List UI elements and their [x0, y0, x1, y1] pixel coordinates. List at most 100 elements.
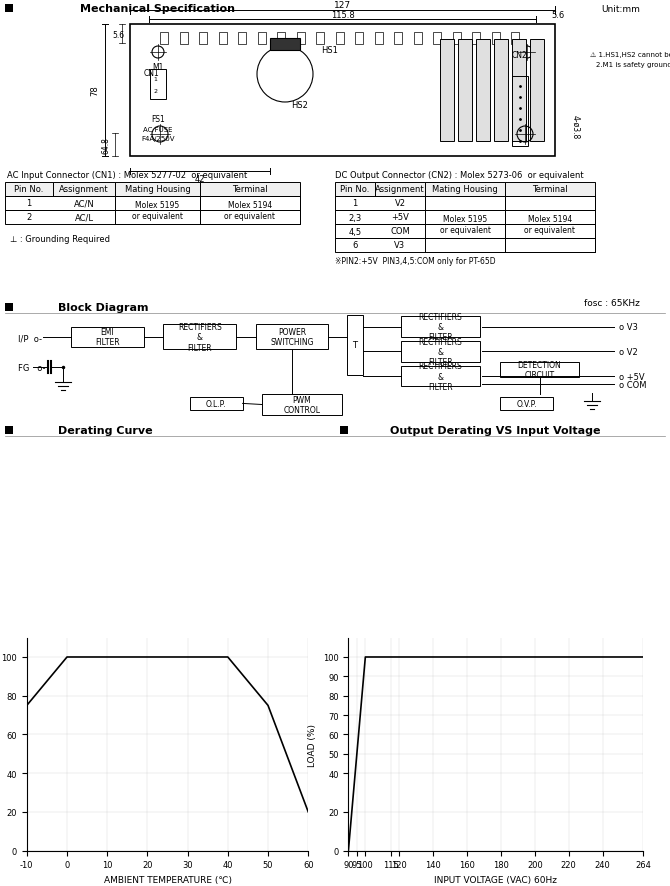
Bar [401, 367, 480, 387]
Bar [5, 304, 13, 312]
Bar [505, 197, 595, 253]
Bar [476, 40, 490, 142]
Bar [335, 238, 595, 253]
Text: 64.8: 64.8 [101, 137, 111, 154]
Text: o V2: o V2 [619, 347, 638, 356]
Bar [530, 40, 544, 142]
Y-axis label: LOAD (%): LOAD (%) [308, 723, 318, 766]
Text: O.L.P.: O.L.P. [206, 400, 226, 408]
Bar [512, 40, 526, 142]
Bar [5, 5, 13, 13]
Text: V3: V3 [395, 241, 405, 250]
Text: 78: 78 [90, 86, 100, 97]
Text: Mechanical Specification: Mechanical Specification [80, 4, 235, 14]
Text: RECTIFIERS
&
FILTER: RECTIFIERS & FILTER [419, 362, 462, 392]
Text: 2: 2 [26, 214, 31, 222]
Text: RECTIFIERS
&
FILTER: RECTIFIERS & FILTER [419, 338, 462, 367]
Text: Molex 5194
or equivalent: Molex 5194 or equivalent [224, 201, 275, 221]
Bar [511, 33, 519, 45]
Text: 42: 42 [195, 175, 205, 183]
Bar [500, 362, 579, 378]
Text: ⊥ : Grounding Required: ⊥ : Grounding Required [10, 234, 110, 244]
Text: 2.M1 is safety ground: 2.M1 is safety ground [596, 62, 670, 68]
Bar [413, 33, 421, 45]
Text: fosc : 65KHz: fosc : 65KHz [584, 299, 640, 308]
Text: 6: 6 [352, 241, 358, 250]
Bar [335, 211, 595, 225]
Bar [256, 325, 328, 350]
Bar [160, 33, 168, 45]
Text: 2,3: 2,3 [348, 214, 362, 222]
Text: 1: 1 [153, 76, 157, 82]
Text: Terminal: Terminal [232, 185, 268, 194]
Bar [401, 342, 480, 362]
Text: 1: 1 [26, 199, 31, 208]
Text: Pin No.: Pin No. [340, 185, 370, 194]
Bar [472, 33, 480, 45]
Bar [425, 197, 505, 253]
Text: DC Output Connector (CN2) : Molex 5273-06  or equivalent: DC Output Connector (CN2) : Molex 5273-0… [335, 170, 584, 179]
Text: Terminal: Terminal [532, 185, 567, 194]
Bar [71, 327, 143, 347]
Bar [270, 39, 300, 51]
Bar [115, 183, 200, 197]
Text: o V3: o V3 [619, 323, 638, 331]
Bar [5, 211, 300, 225]
Text: 115.8: 115.8 [330, 11, 354, 19]
Text: 127: 127 [334, 1, 351, 10]
Bar [347, 315, 362, 375]
Bar [277, 33, 285, 45]
Bar [375, 33, 383, 45]
Text: AC Input Connector (CN1) : Molex 5277-02  or equivalent: AC Input Connector (CN1) : Molex 5277-02… [7, 170, 247, 179]
Text: Molex 5194
or equivalent: Molex 5194 or equivalent [525, 215, 576, 235]
Bar [452, 33, 460, 45]
Bar [505, 183, 595, 197]
Bar [297, 33, 304, 45]
Bar [401, 317, 480, 338]
Text: 4-ø3.8: 4-ø3.8 [570, 115, 580, 139]
Text: M1: M1 [152, 62, 163, 72]
Text: Molex 5195
or equivalent: Molex 5195 or equivalent [440, 215, 490, 235]
Text: V2: V2 [395, 199, 405, 208]
Text: 2: 2 [153, 89, 157, 93]
X-axis label: INPUT VOLTAGE (VAC) 60Hz: INPUT VOLTAGE (VAC) 60Hz [434, 874, 557, 884]
Bar [512, 77, 528, 147]
Bar [218, 33, 226, 45]
Text: o COM: o COM [619, 380, 647, 389]
Bar [5, 183, 53, 197]
Text: Mating Housing: Mating Housing [125, 185, 190, 194]
Bar [433, 33, 441, 45]
Bar [163, 325, 236, 350]
Text: O.V.P.: O.V.P. [516, 400, 537, 408]
Text: Pin No.: Pin No. [14, 185, 44, 194]
Bar [5, 197, 300, 211]
Bar [425, 183, 505, 197]
Bar [375, 183, 425, 197]
Text: ※PIN2:+5V  PIN3,4,5:COM only for PT-65D: ※PIN2:+5V PIN3,4,5:COM only for PT-65D [335, 256, 496, 265]
Text: Unit:mm: Unit:mm [601, 4, 640, 13]
Bar [263, 395, 342, 416]
Bar [150, 70, 166, 100]
Bar [335, 225, 595, 238]
Text: DETECTION
CIRCUIT: DETECTION CIRCUIT [518, 361, 561, 380]
Bar [200, 197, 300, 225]
Text: F4A/250V: F4A/250V [141, 136, 175, 142]
Text: Assignment: Assignment [59, 185, 109, 194]
Text: AC FUSE: AC FUSE [143, 127, 173, 133]
Text: Molex 5195
or equivalent: Molex 5195 or equivalent [132, 201, 183, 221]
Text: 5.6: 5.6 [551, 11, 565, 19]
Text: +5V: +5V [391, 214, 409, 222]
Text: POWER
SWITCHING: POWER SWITCHING [271, 328, 314, 347]
Bar [394, 33, 402, 45]
Text: Output Derating VS Input Voltage: Output Derating VS Input Voltage [390, 425, 600, 436]
Bar [494, 40, 508, 142]
Bar [458, 40, 472, 142]
Text: 1: 1 [352, 199, 358, 208]
Text: FG   o-: FG o- [18, 363, 46, 372]
Text: 4,5: 4,5 [348, 227, 362, 237]
Bar [115, 197, 200, 225]
Text: EMI
FILTER: EMI FILTER [95, 328, 120, 347]
X-axis label: AMBIENT TEMPERATURE (℃): AMBIENT TEMPERATURE (℃) [103, 874, 232, 884]
Text: Derating Curve: Derating Curve [58, 425, 153, 436]
Text: T: T [352, 341, 357, 350]
